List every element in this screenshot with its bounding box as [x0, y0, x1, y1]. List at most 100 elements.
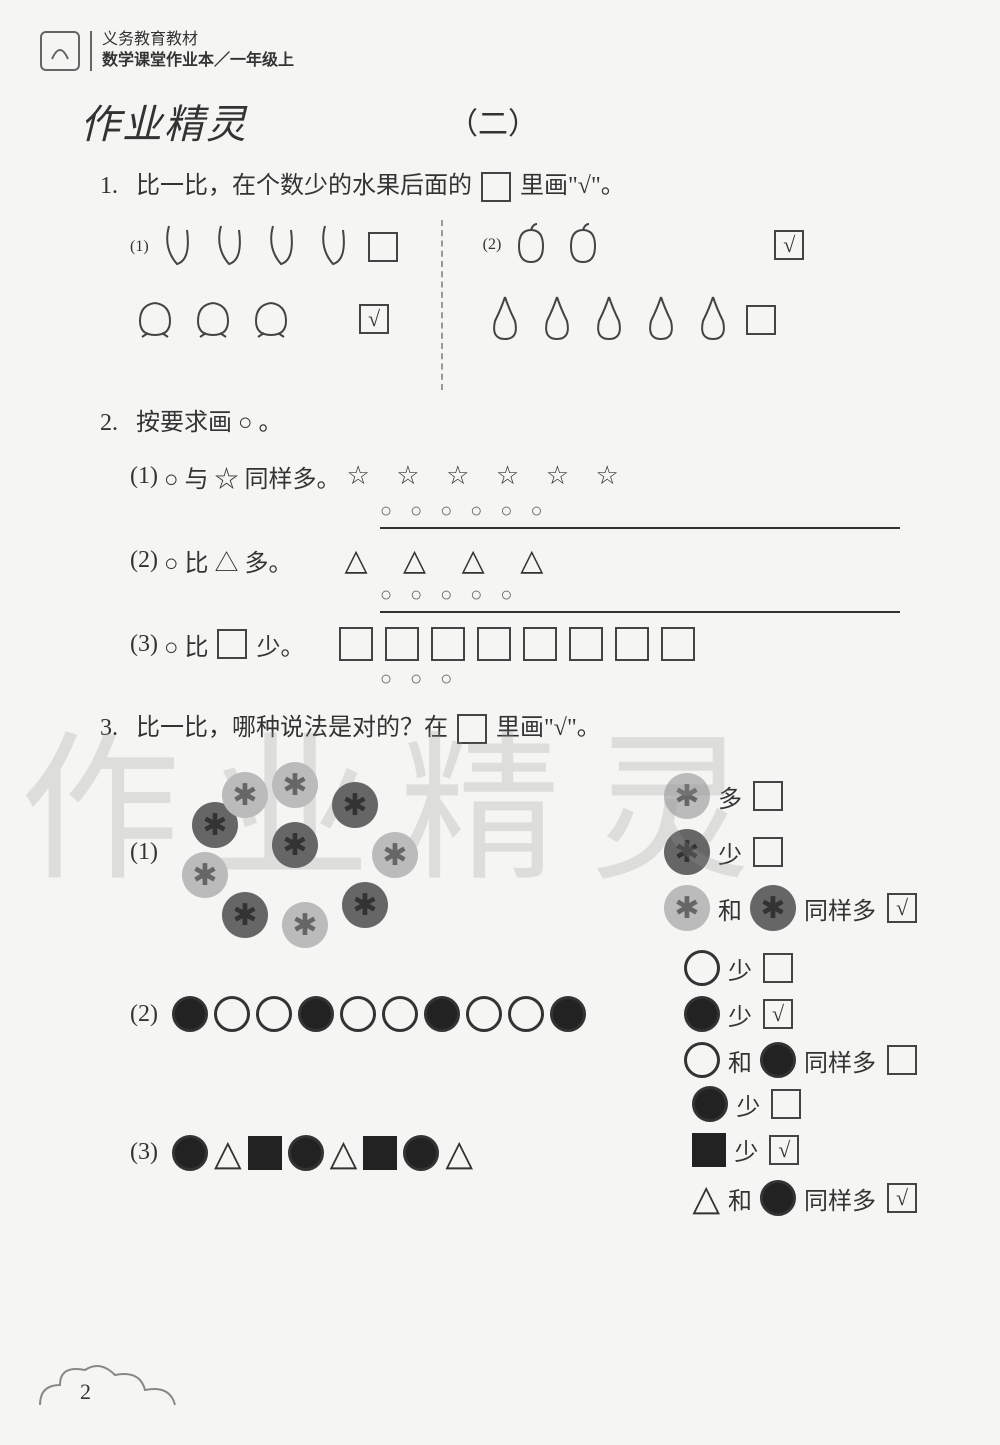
question-1: 1. 比一比，在个数少的水果后面的 里画"√"。	[100, 165, 960, 208]
filled-circle-icon	[550, 996, 586, 1032]
q2-text: 按要求画 ○ 。	[136, 410, 283, 436]
question-2: 2. 按要求画 ○ 。	[100, 402, 960, 445]
filled-circle-icon	[298, 996, 334, 1032]
q2-p3-text-a: ○ 比	[164, 627, 209, 662]
q2-p1-answer[interactable]: ○○○○○○	[380, 500, 900, 529]
pear-icon	[639, 291, 683, 350]
triangle-icon: △	[214, 1132, 242, 1174]
lily-dark-icon: ✱	[750, 885, 796, 931]
open-circle-icon	[214, 996, 250, 1032]
q2-p3-answer[interactable]: ○○○	[380, 668, 900, 695]
open-circle-icon	[340, 996, 376, 1032]
triangle-icon: △	[692, 1177, 720, 1219]
logo-icon	[40, 31, 80, 71]
q1-fruits: (1) √ (2) √	[130, 220, 960, 390]
opt-text: 少	[734, 1132, 758, 1167]
apple-icon	[561, 220, 605, 271]
q2-p3: (3) ○ 比 少。	[130, 627, 960, 662]
q1-part2: (2) √	[483, 220, 808, 350]
title-row: 作业精灵 （二）	[80, 92, 960, 150]
q2-p3-text-b: 少。	[256, 627, 304, 662]
header-text: 义务教育教材 数学课堂作业本／一年级上	[102, 30, 294, 72]
answer-box[interactable]	[753, 781, 783, 811]
answer-box[interactable]: √	[774, 230, 804, 260]
q3-label: 3.	[100, 707, 130, 750]
vertical-divider	[441, 220, 443, 390]
opt-text: 和	[728, 1043, 752, 1078]
answer-box[interactable]	[753, 837, 783, 867]
q3-p1-label: (1)	[130, 839, 158, 866]
lily-light-icon: ✱	[372, 832, 418, 878]
opt-text: 少	[718, 835, 742, 870]
open-circle-icon	[684, 1042, 720, 1078]
answer-box[interactable]: √	[887, 893, 917, 923]
lily-light-icon: ✱	[182, 852, 228, 898]
square-icon	[363, 1136, 397, 1170]
page-number: 2	[80, 1379, 91, 1405]
squares-row	[336, 627, 698, 661]
peach-icon	[130, 295, 180, 344]
answer-box[interactable]: √	[359, 304, 389, 334]
q2-p2: (2) ○ 比 △ 多。 △ △ △ △	[130, 543, 960, 578]
answer-box[interactable]: √	[763, 999, 793, 1029]
square-icon	[692, 1133, 726, 1167]
filled-circle-icon	[692, 1086, 728, 1122]
header-line1: 义务教育教材	[102, 30, 294, 51]
q2-label: 2.	[100, 402, 130, 445]
square-icon	[248, 1136, 282, 1170]
lily-light-icon: ✱	[272, 762, 318, 808]
opt-text: 和	[728, 1181, 752, 1216]
answer-box[interactable]: √	[887, 1183, 917, 1213]
opt-text: 同样多	[804, 891, 876, 926]
q2-p2-answer[interactable]: ○○○○○	[380, 584, 900, 613]
q3-p3: (3) △ △ △ 少 少√ △和同样多√	[130, 1086, 960, 1219]
answer-box[interactable]: √	[769, 1135, 799, 1165]
q1-p2-label: (2)	[483, 236, 502, 254]
pear-icon	[483, 291, 527, 350]
opt-text: 同样多	[804, 1181, 876, 1216]
lily-light-icon: ✱	[664, 773, 710, 819]
lily-dark-icon: ✱	[222, 892, 268, 938]
lily-light-icon: ✱	[282, 902, 328, 948]
q3-p1-options: ✱多 ✱少 ✱和✱同样多√	[664, 773, 920, 931]
pear-icon	[587, 291, 631, 350]
q2-p2-text: ○ 比 △ 多。	[164, 543, 293, 578]
header-line2: 数学课堂作业本／一年级上	[102, 51, 294, 72]
q3-text-b: 里画"√"。	[496, 715, 601, 741]
filled-circle-icon	[760, 1042, 796, 1078]
answer-box[interactable]	[887, 1045, 917, 1075]
q2-p1-text: ○ 与 ☆ 同样多。	[164, 459, 341, 494]
peach-icon	[188, 295, 238, 344]
open-circle-icon	[466, 996, 502, 1032]
pear-icon	[691, 291, 735, 350]
filled-circle-icon	[684, 996, 720, 1032]
open-circle-icon	[684, 950, 720, 986]
q3-p3-shapes: △ △ △	[172, 1132, 473, 1174]
filled-circle-icon	[424, 996, 460, 1032]
q3-p2: (2) 少 少√ 和同样多	[130, 950, 960, 1078]
q3-p3-options: 少 少√ △和同样多√	[692, 1086, 920, 1219]
answer-box[interactable]	[771, 1089, 801, 1119]
answer-box[interactable]	[763, 953, 793, 983]
q3-p2-options: 少 少√ 和同样多	[684, 950, 920, 1078]
triangles-row: △ △ △ △	[344, 543, 557, 578]
pear-icon	[535, 291, 579, 350]
filled-circle-icon	[288, 1135, 324, 1171]
page-header: 义务教育教材 数学课堂作业本／一年级上	[40, 30, 960, 72]
q2-p3-label: (3)	[130, 631, 158, 658]
stars-row: ☆ ☆ ☆ ☆ ☆ ☆	[346, 461, 628, 491]
answer-box[interactable]	[368, 232, 398, 262]
q3-p1: (1) ✱ ✱ ✱ ✱ ✱ ✱ ✱ ✱ ✱ ✱ ✱多 ✱少 ✱和✱同样多√	[130, 762, 960, 942]
filled-circle-icon	[403, 1135, 439, 1171]
open-circle-icon	[508, 996, 544, 1032]
q2-p1-label: (1)	[130, 463, 158, 490]
filled-circle-icon	[172, 996, 208, 1032]
triangle-icon: △	[445, 1132, 473, 1174]
answer-box[interactable]	[746, 305, 776, 335]
lily-light-icon: ✱	[664, 885, 710, 931]
lily-dark-icon: ✱	[272, 822, 318, 868]
banana-icon	[157, 220, 201, 275]
q3-p2-shapes	[172, 996, 586, 1032]
open-circle-icon	[382, 996, 418, 1032]
opt-text: 和	[718, 891, 742, 926]
